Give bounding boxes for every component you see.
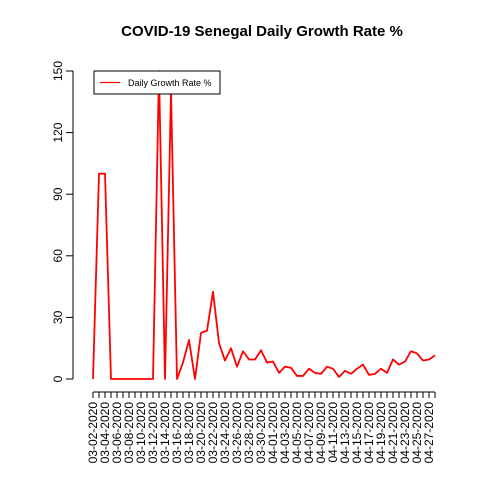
x-tick-label: 03-02-2020 [86, 402, 100, 464]
plot-area [92, 70, 436, 380]
y-axis: 0 30 60 90 120 150 [51, 61, 74, 382]
x-tick-label: 03-14-2020 [158, 402, 172, 464]
legend-box [93, 70, 221, 95]
x-tick-label: 04-17-2020 [362, 402, 376, 464]
x-tick-label: 04-05-2020 [290, 402, 304, 464]
x-tick-label: 03-12-2020 [146, 402, 160, 464]
x-tick-label: 03-08-2020 [122, 402, 136, 464]
series-line-daily-growth-rate [92, 70, 436, 380]
x-tick-label: 04-09-2020 [314, 402, 328, 464]
x-tick-label: 03-28-2020 [242, 402, 256, 464]
x-tick-label: 03-26-2020 [230, 402, 244, 464]
x-axis: 03-02-202003-04-202003-06-202003-08-2020… [86, 391, 436, 464]
x-tick-label: 04-01-2020 [266, 402, 280, 464]
x-tick-label: 03-04-2020 [98, 402, 112, 464]
x-tick-label: 04-11-2020 [326, 402, 340, 463]
y-tick-label: 30 [51, 310, 65, 324]
x-tick-label: 04-19-2020 [374, 402, 388, 464]
x-tick-label: 04-21-2020 [386, 402, 400, 464]
legend-label: Daily Growth Rate % [128, 78, 212, 88]
x-tick-label: 03-16-2020 [170, 402, 184, 464]
x-tick-label: 04-25-2020 [410, 402, 424, 464]
x-tick-label: 04-27-2020 [422, 402, 436, 464]
x-tick-label: 04-13-2020 [338, 402, 352, 464]
x-tick-label: 03-30-2020 [254, 402, 268, 464]
x-tick-label: 04-23-2020 [398, 402, 412, 464]
x-tick-label: 03-06-2020 [110, 402, 124, 464]
x-tick-label: 04-15-2020 [350, 402, 364, 464]
chart-title: COVID-19 Senegal Daily Growth Rate % [121, 23, 403, 40]
x-tick-label: 03-20-2020 [194, 402, 208, 464]
x-tick-label: 04-03-2020 [278, 402, 292, 464]
x-tick-label: 03-24-2020 [218, 402, 232, 464]
y-tick-label: 60 [51, 249, 65, 263]
x-tick-label: 03-22-2020 [206, 402, 220, 464]
x-tick-label: 03-18-2020 [182, 402, 196, 464]
y-tick-label: 120 [51, 122, 65, 142]
x-tick-label: 04-07-2020 [302, 402, 316, 464]
y-tick-label: 0 [51, 375, 65, 382]
y-tick-label: 90 [51, 187, 65, 201]
legend: Daily Growth Rate % [93, 70, 221, 95]
y-tick-label: 150 [51, 61, 65, 81]
x-tick-label: 03-10-2020 [134, 402, 148, 464]
